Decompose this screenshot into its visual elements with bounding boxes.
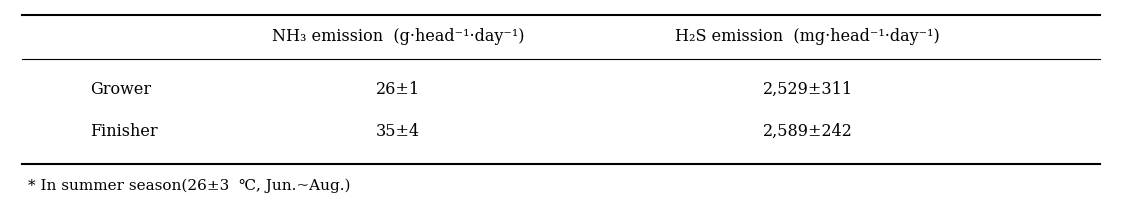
Text: Finisher: Finisher <box>90 123 157 140</box>
Text: H₂S emission  (mg·head⁻¹·day⁻¹): H₂S emission (mg·head⁻¹·day⁻¹) <box>675 28 940 45</box>
Text: 2,529±311: 2,529±311 <box>763 81 853 98</box>
Text: 2,589±242: 2,589±242 <box>763 123 853 140</box>
Text: 26±1: 26±1 <box>376 81 421 98</box>
Text: Grower: Grower <box>90 81 150 98</box>
Text: NH₃ emission  (g·head⁻¹·day⁻¹): NH₃ emission (g·head⁻¹·day⁻¹) <box>272 28 525 45</box>
Text: * In summer season(26±3  ℃, Jun.~Aug.): * In summer season(26±3 ℃, Jun.~Aug.) <box>28 179 350 193</box>
Text: 35±4: 35±4 <box>376 123 421 140</box>
